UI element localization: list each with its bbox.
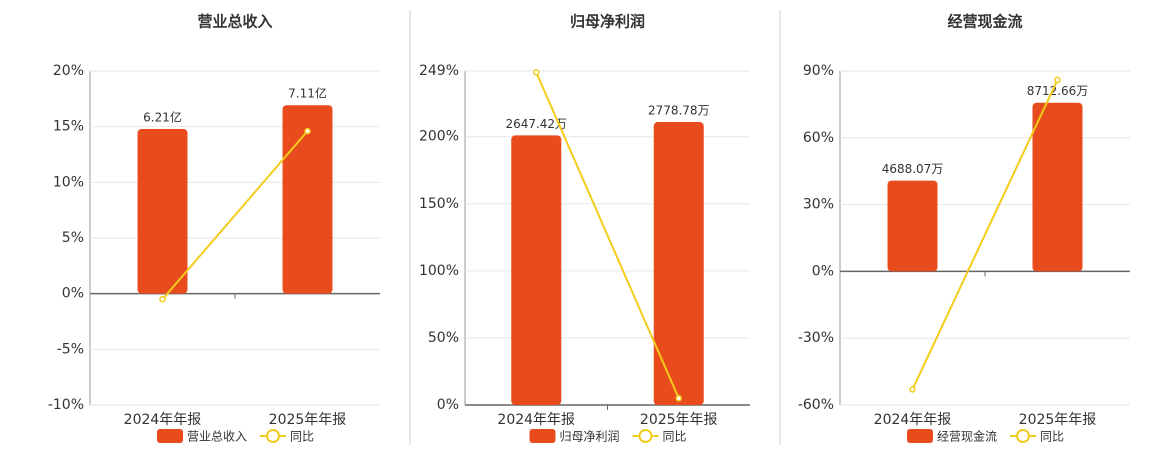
y-tick-label: 10% <box>53 174 84 190</box>
y-tick-label: 150% <box>419 196 459 212</box>
yoy-point <box>909 386 916 393</box>
bar <box>1032 102 1083 272</box>
bar-value-label: 2647.42万 <box>505 117 567 131</box>
x-tick-label: 2024年年报 <box>124 412 202 428</box>
legend-swatch <box>1016 429 1030 443</box>
x-tick-label: 2025年年报 <box>1019 412 1097 428</box>
x-tick-label: 2024年年报 <box>874 412 952 428</box>
y-tick-label: -30% <box>798 330 834 346</box>
bar-value-label: 2778.78万 <box>648 104 710 118</box>
y-tick-label: 30% <box>803 197 834 213</box>
bar-value-label: 7.11亿 <box>288 86 327 101</box>
legend-swatch <box>529 429 556 443</box>
legend-swatch <box>638 429 653 443</box>
bar <box>282 105 333 294</box>
y-tick-label: -60% <box>798 397 834 413</box>
y-tick-label: 90% <box>803 63 834 79</box>
x-tick-label: 2025年年报 <box>640 412 718 428</box>
y-tick-label: 0% <box>437 397 459 413</box>
y-tick-label: -10% <box>48 397 84 413</box>
bar <box>653 122 704 405</box>
y-tick-label: 249% <box>419 63 459 79</box>
legend-label: 归母净利润 <box>560 430 620 444</box>
yoy-point <box>675 395 682 402</box>
bar-value-label: 4688.07万 <box>882 162 944 176</box>
y-tick-label: 15% <box>53 119 84 135</box>
y-tick-label: 60% <box>803 130 834 146</box>
x-tick-label: 2024年年报 <box>497 412 575 428</box>
yoy-point <box>159 295 166 303</box>
bar-value-label: 8712.66万 <box>1027 84 1089 98</box>
y-tick-label: 200% <box>419 129 459 145</box>
yoy-point <box>1054 76 1061 84</box>
y-tick-label: 100% <box>419 263 459 279</box>
chart-title: 经营现金流 <box>947 13 1022 31</box>
y-tick-label: 5% <box>62 230 84 246</box>
legend-label: 同比 <box>290 430 314 444</box>
yoy-point <box>533 69 540 76</box>
legend-label: 同比 <box>663 430 687 444</box>
bar-value-label: 6.21亿 <box>143 110 182 125</box>
yoy-line <box>911 79 1059 390</box>
y-tick-label: 50% <box>428 330 459 346</box>
legend-swatch <box>157 429 183 443</box>
x-tick-label: 2025年年报 <box>269 412 347 428</box>
legend-swatch <box>907 429 933 443</box>
chart-title: 营业总收入 <box>197 13 272 31</box>
bar <box>137 129 188 294</box>
y-tick-label: -5% <box>57 341 84 357</box>
y-tick-label: 20% <box>53 63 84 79</box>
y-tick-label: 0% <box>812 263 834 279</box>
yoy-line <box>535 71 680 399</box>
bar <box>511 135 562 405</box>
chart-title: 归母净利润 <box>570 13 645 31</box>
yoy-point <box>304 127 311 135</box>
bar <box>887 180 938 272</box>
legend-label: 同比 <box>1040 430 1064 444</box>
y-tick-label: 0% <box>62 286 84 302</box>
yoy-line <box>161 130 309 300</box>
legend-label: 经营现金流 <box>937 429 997 444</box>
legend-swatch <box>266 429 280 443</box>
legend-label: 营业总收入 <box>187 430 247 444</box>
